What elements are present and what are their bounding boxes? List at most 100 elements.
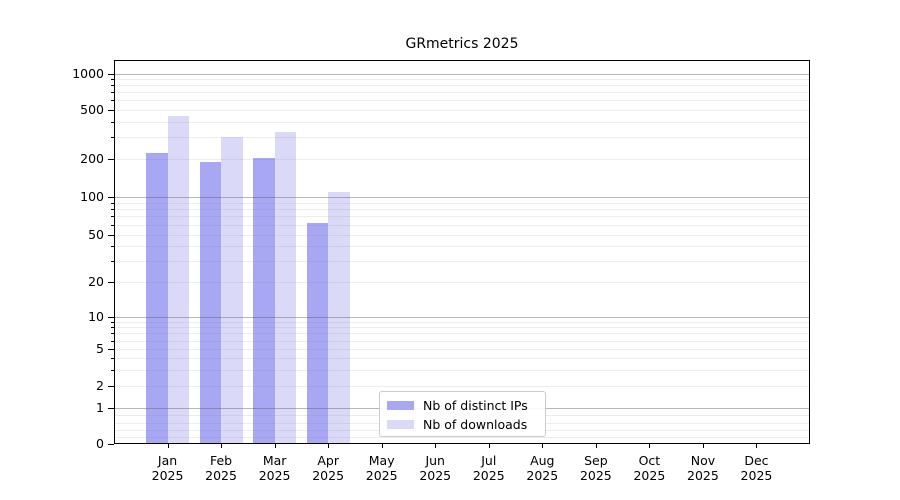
minor-gridline [114, 261, 810, 263]
minor-gridline [114, 137, 810, 139]
minor-gridline [114, 436, 810, 438]
x-tick-label-line: Apr [317, 453, 339, 468]
minor-gridline [114, 281, 810, 283]
y-minor-tick-mark [110, 281, 114, 283]
chart-title: GRmetrics 2025 [405, 36, 519, 52]
y-tick-label: 20 [88, 273, 104, 289]
y-minor-tick-mark [110, 216, 114, 218]
minor-gridline [114, 340, 810, 342]
x-tick-mark [542, 444, 544, 448]
y-minor-tick-mark [110, 327, 114, 329]
x-tick-label-line: Jun [425, 453, 445, 468]
x-tick-label-line: Jan [157, 453, 178, 468]
x-tick-mark [381, 444, 383, 448]
x-tick-label: May 2025 [342, 453, 422, 483]
x-tick-label: Jul 2025 [449, 453, 529, 483]
y-tick-label: 1 [96, 400, 104, 416]
y-tick-label: 5 [96, 341, 104, 357]
y-tick-mark [108, 73, 114, 75]
bar-downloads-mar [274, 132, 297, 444]
x-tick-mark [274, 444, 276, 448]
x-tick-label-line: 2025 [419, 468, 452, 483]
x-tick-label-line: Mar [262, 453, 287, 468]
y-tick-mark [108, 444, 114, 445]
x-tick-label-line: Nov [690, 453, 716, 468]
minor-gridline [114, 92, 810, 94]
y-minor-tick-mark [110, 92, 114, 94]
minor-gridline [114, 100, 810, 102]
y-minor-tick-mark [110, 340, 114, 342]
x-tick-label: Sep 2025 [556, 453, 636, 483]
bar-downloads-jan [167, 115, 190, 444]
y-minor-tick-mark [110, 321, 114, 323]
y-minor-tick-mark [110, 121, 114, 123]
y-minor-tick-mark [110, 386, 114, 387]
y-tick-label: 50 [88, 227, 104, 242]
bar-distinct-ips-apr [306, 223, 329, 444]
x-tick-label-line: Oct [638, 453, 661, 468]
x-tick-label: Jun 2025 [395, 453, 475, 483]
x-tick-mark [756, 444, 758, 448]
x-tick-mark [488, 444, 490, 448]
minor-gridline [114, 327, 810, 329]
bar-distinct-ips-mar [253, 158, 275, 444]
y-tick-label: 2 [96, 378, 104, 393]
minor-gridline [114, 358, 810, 360]
y-tick-label: 100 [80, 188, 104, 204]
bar-downloads-apr [328, 191, 350, 444]
y-minor-tick-mark [110, 79, 114, 81]
legend-label: Nb of distinct IPs [423, 397, 528, 413]
x-tick-label-line: May [368, 453, 395, 468]
major-gridline [114, 73, 810, 75]
minor-gridline [114, 159, 810, 160]
x-tick-label-line: Jul [481, 453, 497, 468]
x-tick-label: Apr 2025 [288, 453, 368, 483]
legend-label: Nb of downloads [423, 416, 528, 432]
minor-gridline [114, 349, 810, 351]
y-minor-tick-mark [110, 85, 114, 87]
x-tick-label: Feb 2025 [181, 453, 261, 483]
legend-entry-downloads: Nb of downloads [387, 416, 539, 432]
x-tick-label-line: Dec [744, 453, 769, 468]
minor-gridline [114, 110, 810, 111]
minor-gridline [114, 85, 810, 87]
x-tick-label-line: 2025 [151, 468, 184, 483]
x-tick-label-line: 2025 [740, 468, 773, 483]
minor-gridline [114, 369, 810, 371]
y-minor-tick-mark [110, 358, 114, 360]
x-tick-mark [435, 444, 437, 448]
x-tick-mark [221, 444, 223, 448]
y-minor-tick-mark [110, 333, 114, 335]
minor-gridline [114, 246, 810, 248]
bar-downloads-feb [221, 137, 243, 444]
y-tick-mark [108, 316, 114, 318]
x-tick-mark [167, 444, 169, 448]
x-tick-label-line: Aug [530, 453, 555, 468]
minor-gridline [114, 216, 810, 218]
minor-gridline [114, 321, 810, 323]
minor-gridline [114, 386, 810, 387]
y-tick-mark [108, 196, 114, 198]
y-minor-tick-mark [110, 137, 114, 139]
y-minor-tick-mark [110, 110, 114, 111]
minor-gridline [114, 333, 810, 335]
minor-gridline [114, 209, 810, 211]
legend-swatch [387, 419, 414, 429]
minor-gridline [114, 79, 810, 81]
y-minor-tick-mark [110, 202, 114, 204]
minor-gridline [114, 202, 810, 204]
x-tick-label-line: Feb [209, 453, 233, 468]
bar-distinct-ips-jan [146, 152, 168, 444]
x-tick-label-line: 2025 [579, 468, 612, 483]
minor-gridline [114, 235, 810, 236]
y-tick-label: 1000 [72, 65, 104, 81]
y-minor-tick-mark [110, 224, 114, 226]
x-tick-label: Oct 2025 [609, 453, 689, 483]
x-tick-label-line: Sep [584, 453, 608, 468]
x-tick-label-line: 2025 [205, 468, 237, 483]
x-tick-label: Nov 2025 [663, 453, 743, 483]
y-minor-tick-mark [110, 209, 114, 211]
minor-gridline [114, 224, 810, 226]
x-tick-label: Mar 2025 [235, 453, 315, 483]
x-tick-label: Jan 2025 [128, 453, 208, 483]
